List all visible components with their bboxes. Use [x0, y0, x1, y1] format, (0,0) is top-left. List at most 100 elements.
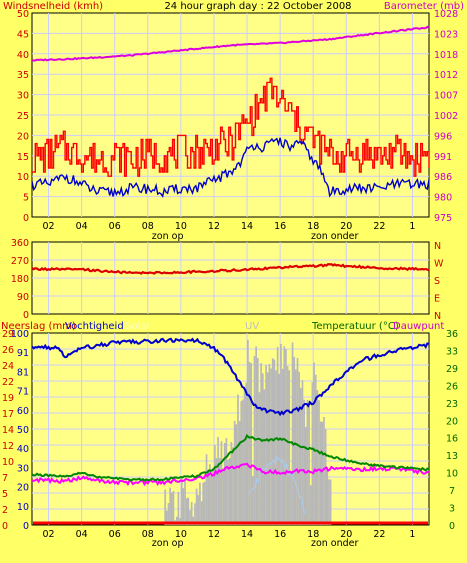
time-tick-label: 18 [307, 529, 319, 540]
barometer-tick: 1002 [434, 111, 458, 122]
humidity-tick: 30 [17, 463, 29, 474]
humidity-tick: 71 [17, 387, 29, 398]
time-tick-label: 08 [142, 529, 154, 540]
solar-bar [303, 399, 305, 525]
humidity-axis-title: Vochtigheid [65, 321, 124, 332]
temperature-tick: 36 [446, 329, 458, 340]
solar-bar [265, 365, 267, 525]
solar-bar [293, 356, 296, 525]
solar-bar [235, 424, 238, 525]
rain-tick: 7 [2, 473, 8, 484]
time-tick-label: 10 [175, 221, 187, 232]
solar-bar [218, 458, 221, 525]
solar-bar [328, 479, 330, 525]
temperature-tick: 10 [446, 469, 458, 480]
temperature-tick: 29 [446, 364, 458, 375]
solar-bar [319, 421, 322, 525]
solar-bar [223, 442, 226, 525]
solar-bar [250, 363, 253, 525]
solar-bar [182, 488, 185, 525]
solar-bar [248, 361, 251, 525]
rain-axis-title: Neerslag (mm) [1, 321, 76, 332]
humidity-tick: 0 [23, 521, 29, 532]
solar-bar [291, 342, 294, 525]
rain-tick: 5 [2, 489, 8, 500]
solar-bar [301, 380, 304, 525]
solar-bar [295, 369, 297, 525]
wind-speed-tick: 25 [17, 111, 29, 122]
humidity-line [31, 337, 430, 417]
solar-bar [217, 437, 219, 525]
solar-bar [175, 516, 178, 525]
temperature-tick: 13 [446, 451, 458, 462]
time-tick-label: 18 [307, 221, 319, 232]
sunset-label-lower: zon onder [311, 538, 359, 549]
time-tick-label: 12 [208, 529, 220, 540]
wind-average-line [31, 137, 430, 198]
solar-bar [204, 481, 206, 525]
solar-bar [290, 473, 292, 525]
barometer-tick: 1028 [434, 9, 458, 20]
temperature-tick: 26 [446, 381, 458, 392]
time-tick-label: 14 [241, 221, 253, 232]
solar-bar [192, 516, 195, 525]
barometer-tick: 980 [434, 193, 452, 204]
temperature-tick: 33 [446, 346, 458, 357]
solar-bar [194, 503, 196, 525]
solar-bar [205, 454, 208, 525]
time-tick-label: 04 [76, 221, 88, 232]
humidity-tick: 20 [17, 483, 29, 494]
solar-bar [263, 389, 266, 525]
solar-label: Solar [125, 321, 151, 332]
barometer-tick: 1023 [434, 29, 458, 40]
chart-title: 24 hour graph day : 22 October 2008 [164, 1, 351, 12]
solar-bar [281, 368, 284, 525]
wind-gust-line [32, 77, 430, 177]
rain-tick: 10 [2, 457, 14, 468]
time-tick-label: 22 [373, 529, 385, 540]
solar-bar [190, 501, 193, 525]
solar-bar [268, 364, 271, 525]
solar-bar [232, 447, 234, 525]
solar-bar [326, 467, 329, 525]
solar-bar [240, 401, 243, 525]
solar-bar [177, 491, 180, 525]
solar-bar [210, 474, 213, 525]
temperature-tick: 3 [449, 504, 455, 515]
solar-bar [260, 363, 262, 525]
solar-bar [169, 487, 171, 525]
compass-tick: S [434, 276, 440, 287]
dewpoint-axis-title: Dauwpunt [393, 321, 444, 332]
time-tick-label: 1 [409, 221, 415, 232]
solar-bar [187, 497, 190, 525]
wind-speed-tick: 10 [17, 172, 29, 183]
solar-bar [180, 477, 183, 525]
solar-bar [278, 373, 281, 525]
solar-bar [298, 371, 301, 525]
solar-bar [170, 492, 173, 525]
direction-degree-tick: 270 [11, 256, 29, 267]
solar-bar [276, 346, 279, 525]
solar-bar [225, 438, 228, 525]
temperature-tick: 7 [449, 486, 455, 497]
time-tick-label: 20 [340, 529, 352, 540]
solar-bar [237, 394, 239, 525]
solar-bar [200, 501, 203, 525]
barometer-tick: 986 [434, 172, 452, 183]
solar-bar [167, 503, 170, 525]
wind-panel-series [31, 25, 430, 198]
solar-bar [164, 489, 167, 525]
solar-bar [318, 400, 320, 525]
wind-panel-grid [32, 13, 429, 217]
time-tick-label: 12 [208, 221, 220, 232]
solar-bar [280, 343, 282, 525]
solar-bar [266, 372, 269, 525]
solar-bar [256, 357, 259, 525]
humidity-tick: 60 [17, 406, 29, 417]
humidity-tick: 100 [11, 329, 29, 340]
wind-speed-tick: 15 [17, 152, 29, 163]
solar-bar [288, 370, 291, 525]
solar-bar [308, 400, 310, 525]
humidity-panel-time-axis: 02 04 06 08 10 12 14 16 18 20 22 1 [42, 529, 415, 540]
